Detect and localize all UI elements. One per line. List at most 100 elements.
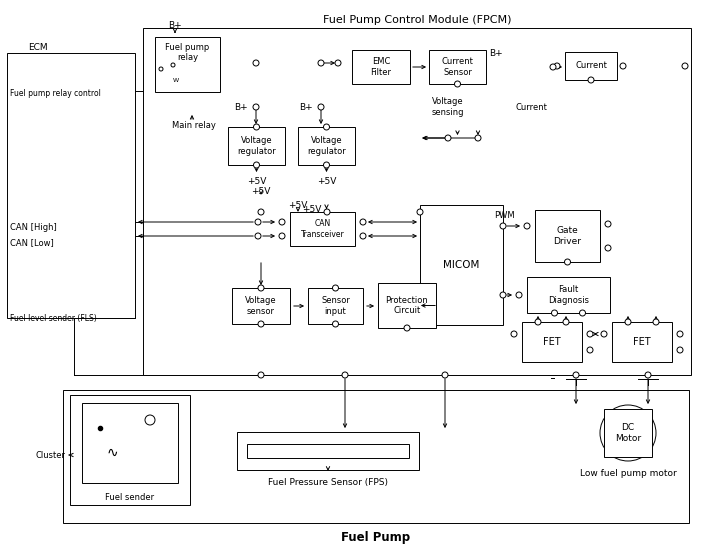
Bar [522, 322, 582, 362]
Text: B+: B+ [168, 21, 182, 31]
Text: B+: B+ [489, 49, 503, 59]
Circle shape [475, 135, 481, 141]
Circle shape [323, 124, 329, 130]
Circle shape [342, 372, 348, 378]
Circle shape [159, 67, 163, 71]
Circle shape [511, 331, 517, 337]
Circle shape [258, 285, 264, 291]
Text: MICOM: MICOM [443, 260, 479, 270]
Text: EMC
Filter: EMC Filter [371, 57, 391, 77]
Text: Fuel Pump Control Module (FPCM): Fuel Pump Control Module (FPCM) [322, 15, 511, 25]
Circle shape [587, 347, 593, 353]
Bar [143, 28, 691, 375]
Circle shape [255, 219, 261, 225]
Bar [527, 277, 610, 313]
Text: +5V: +5V [247, 177, 266, 185]
Circle shape [587, 331, 593, 337]
Bar [378, 283, 436, 328]
Text: Gate
Driver: Gate Driver [554, 226, 582, 246]
Circle shape [254, 162, 259, 168]
Text: +5V: +5V [252, 188, 271, 196]
Text: Protection
Circuit: Protection Circuit [386, 296, 428, 315]
Circle shape [573, 372, 579, 378]
Circle shape [445, 135, 451, 141]
Circle shape [588, 77, 594, 83]
Text: B+: B+ [299, 102, 313, 112]
Circle shape [516, 292, 522, 298]
Text: Fault
Diagnosis: Fault Diagnosis [548, 286, 589, 305]
Circle shape [563, 319, 569, 325]
Text: DC
Motor: DC Motor [615, 423, 641, 443]
Text: ECM: ECM [28, 43, 48, 51]
Circle shape [625, 319, 631, 325]
Bar [535, 210, 600, 262]
Circle shape [171, 63, 175, 67]
Circle shape [605, 221, 611, 227]
Text: PWM: PWM [494, 211, 515, 219]
Bar [308, 288, 363, 324]
Circle shape [500, 223, 506, 229]
Circle shape [564, 259, 571, 265]
Text: Sensor
input: Sensor input [321, 296, 350, 316]
Bar [604, 409, 652, 457]
Bar [247, 444, 409, 458]
Circle shape [600, 405, 656, 461]
Circle shape [620, 63, 626, 69]
Circle shape [258, 321, 264, 327]
Circle shape [279, 233, 285, 239]
Text: B+: B+ [234, 102, 248, 112]
Text: Current
Sensor: Current Sensor [442, 57, 473, 77]
Bar [63, 390, 689, 523]
Text: Main relay: Main relay [172, 120, 216, 130]
Circle shape [601, 331, 607, 337]
Circle shape [318, 104, 324, 110]
Circle shape [323, 162, 329, 168]
Bar [429, 50, 486, 84]
Circle shape [552, 310, 557, 316]
Bar [70, 395, 190, 505]
Circle shape [524, 223, 530, 229]
Circle shape [554, 63, 560, 69]
Circle shape [335, 60, 341, 66]
Bar [7, 53, 135, 318]
Text: Voltage
sensor: Voltage sensor [245, 296, 277, 316]
Text: Fuel pump relay control: Fuel pump relay control [10, 89, 101, 97]
Circle shape [255, 233, 261, 239]
Circle shape [454, 81, 461, 87]
Bar [565, 52, 617, 80]
Text: +5V: +5V [317, 177, 336, 185]
Circle shape [332, 285, 339, 291]
Circle shape [145, 415, 155, 425]
Circle shape [535, 319, 541, 325]
Text: CAN [High]: CAN [High] [10, 224, 57, 232]
Text: +5V: +5V [302, 206, 322, 214]
Circle shape [442, 372, 448, 378]
Circle shape [645, 372, 651, 378]
Circle shape [677, 347, 683, 353]
Circle shape [324, 209, 330, 215]
Circle shape [677, 331, 683, 337]
Bar [420, 205, 503, 325]
Bar [155, 37, 220, 92]
Circle shape [404, 325, 410, 331]
Circle shape [253, 104, 259, 110]
Circle shape [253, 60, 259, 66]
Circle shape [332, 321, 339, 327]
Circle shape [258, 372, 264, 378]
Circle shape [417, 209, 423, 215]
Circle shape [605, 245, 611, 251]
Text: Fuel level sender (FLS): Fuel level sender (FLS) [10, 313, 97, 323]
Text: Fuel sender: Fuel sender [105, 492, 154, 502]
Text: CAN [Low]: CAN [Low] [10, 238, 54, 247]
Bar [82, 403, 178, 483]
Circle shape [279, 219, 285, 225]
Text: Voltage
regulator: Voltage regulator [307, 136, 346, 156]
Bar [352, 50, 410, 84]
Text: Fuel Pressure Sensor (FPS): Fuel Pressure Sensor (FPS) [268, 478, 388, 486]
Text: Fuel Pump: Fuel Pump [341, 531, 411, 544]
Text: FET: FET [543, 337, 561, 347]
Circle shape [580, 310, 585, 316]
Bar [232, 288, 290, 324]
Circle shape [500, 292, 506, 298]
Text: Current: Current [515, 102, 547, 112]
